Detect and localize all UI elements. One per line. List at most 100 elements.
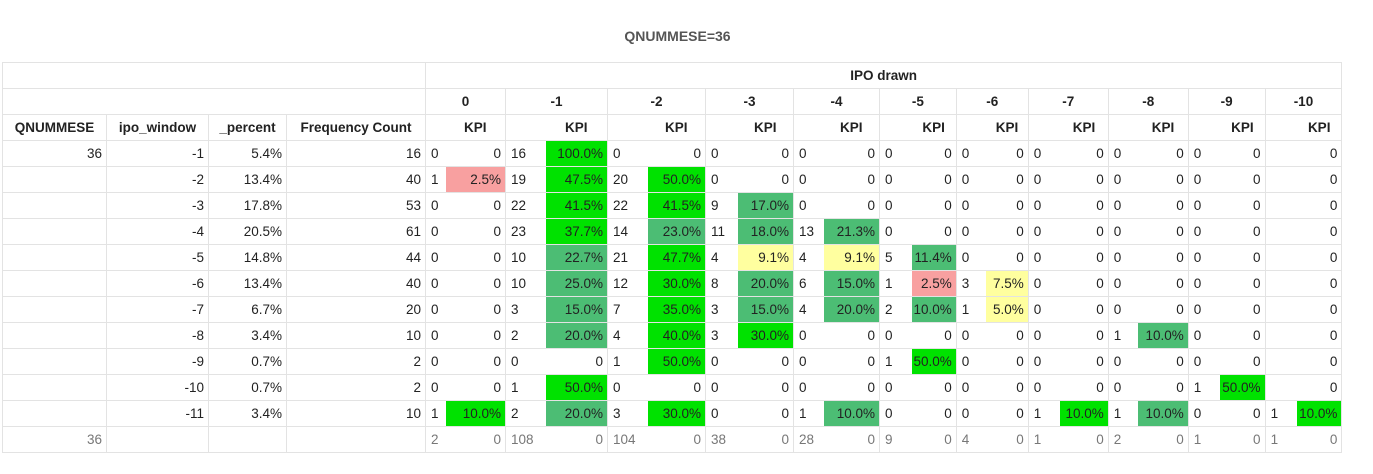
- count-cell: 1: [1107, 322, 1139, 349]
- totals-kpi: 0: [1220, 426, 1266, 453]
- kpi-cell: 50.0%: [545, 374, 608, 401]
- count-cell: 2: [505, 400, 546, 427]
- kpi-cell: 41.5%: [647, 192, 706, 219]
- kpi-cell: 0: [1138, 192, 1189, 219]
- count-cell: 3: [705, 322, 738, 349]
- percent-cell: 20.5%: [208, 218, 287, 245]
- count-cell: 0: [879, 322, 912, 349]
- count-cell: 2: [505, 322, 546, 349]
- count-cell: 1: [1027, 400, 1061, 427]
- count-cell: 23: [505, 218, 546, 245]
- ipo-window-cell: -1: [106, 140, 209, 167]
- kpi-cell: 0: [1220, 218, 1266, 245]
- kpi-cell: 37.7%: [545, 218, 608, 245]
- qnummese-cell: [2, 244, 107, 271]
- count-cell: 0: [1107, 348, 1139, 375]
- kpi-cell: 9.1%: [737, 244, 794, 271]
- kpi-cell: 10.0%: [1297, 400, 1343, 427]
- kpi-cell: 0: [1297, 348, 1343, 375]
- count-cell: 0: [879, 192, 912, 219]
- table-row: -7 6.7% 20 0 0 3 15.0% 7 35.0% 3 15.0% 4 20.0% 2 10.0%…: [2, 296, 1343, 323]
- kpi-cell: 35.0%: [647, 296, 706, 323]
- count-header-blank: [1264, 114, 1298, 141]
- ipo-window-cell: -2: [106, 166, 209, 193]
- qnummese-cell: [2, 374, 107, 401]
- kpi-cell: 18.0%: [737, 218, 794, 245]
- ipo-window-cell: -4: [106, 218, 209, 245]
- kpi-cell: 0: [1138, 218, 1189, 245]
- kpi-cell: 10.0%: [1138, 322, 1189, 349]
- count-cell: 4: [705, 244, 738, 271]
- percent-header: _percent: [208, 114, 287, 141]
- kpi-cell: 0: [823, 166, 880, 193]
- kpi-cell: 47.7%: [647, 244, 706, 271]
- count-cell: 11: [705, 218, 738, 245]
- totals-kpi: 0: [986, 426, 1029, 453]
- kpi-header: KPI: [545, 114, 608, 141]
- count-cell: 1: [607, 348, 648, 375]
- count-cell: 0: [505, 348, 546, 375]
- kpi-cell: 41.5%: [545, 192, 608, 219]
- ipo-window-header: ipo_window: [106, 114, 209, 141]
- count-cell: 19: [505, 166, 546, 193]
- kpi-cell: 0: [1297, 244, 1343, 271]
- header-blank: [2, 88, 426, 115]
- kpi-cell: 0: [1297, 166, 1343, 193]
- totals-blank: [106, 426, 209, 453]
- kpi-cell: 50.0%: [1220, 374, 1266, 401]
- count-cell: 0: [705, 140, 738, 167]
- count-cell: 3: [505, 296, 546, 323]
- kpi-cell: 0: [1138, 296, 1189, 323]
- window-header: -9: [1187, 88, 1266, 115]
- kpi-cell: 0: [823, 322, 880, 349]
- kpi-cell: 20.0%: [545, 322, 608, 349]
- totals-row: 36 2 0 108 0 104 0 38 0 28 0 9 0 4 0 1 0 2 0 1 0 1 0: [2, 426, 1343, 453]
- kpi-cell: 0: [823, 374, 880, 401]
- count-cell: 3: [955, 270, 987, 297]
- count-cell: 0: [425, 322, 446, 349]
- kpi-cell: 0: [1220, 322, 1266, 349]
- kpi-cell: 100.0%: [545, 140, 608, 167]
- kpi-cell: 0: [911, 166, 957, 193]
- count-cell: [1264, 166, 1298, 193]
- totals-kpi: 0: [911, 426, 957, 453]
- count-cell: 10: [505, 244, 546, 271]
- kpi-cell: 0: [986, 400, 1029, 427]
- window-header: -6: [955, 88, 1029, 115]
- kpi-cell: 5.0%: [986, 296, 1029, 323]
- count-cell: 0: [1027, 140, 1061, 167]
- count-cell: 20: [607, 166, 648, 193]
- kpi-cell: 0: [737, 374, 794, 401]
- table-row: -6 13.4% 40 0 0 10 25.0% 12 30.0% 8 20.0% 6 15.0% 1 2.…: [2, 270, 1343, 297]
- totals-blank: [286, 426, 426, 453]
- count-cell: 1: [879, 348, 912, 375]
- qnummese-cell: [2, 218, 107, 245]
- window-header: -7: [1027, 88, 1109, 115]
- count-cell: 0: [955, 348, 987, 375]
- table-row: -4 20.5% 61 0 0 23 37.7% 14 23.0% 11 18.0% 13 21.3% 0…: [2, 218, 1343, 245]
- count-cell: 1: [505, 374, 546, 401]
- kpi-cell: 0: [986, 218, 1029, 245]
- kpi-cell: 10.0%: [911, 296, 957, 323]
- count-cell: 0: [793, 322, 824, 349]
- kpi-cell: 10.0%: [823, 400, 880, 427]
- table-row: -5 14.8% 44 0 0 10 22.7% 21 47.7% 4 9.1% 4 9.1% 5 11.4…: [2, 244, 1343, 271]
- count-cell: 0: [955, 244, 987, 271]
- count-header-blank: [955, 114, 987, 141]
- ipo-window-cell: -8: [106, 322, 209, 349]
- count-cell: 0: [1187, 192, 1221, 219]
- count-cell: [1264, 140, 1298, 167]
- totals-kpi: 0: [1060, 426, 1109, 453]
- kpi-cell: 0: [737, 166, 794, 193]
- count-cell: 0: [425, 348, 446, 375]
- kpi-cell: 0: [1060, 270, 1109, 297]
- kpi-cell: 0: [1138, 348, 1189, 375]
- qnummese-cell: [2, 166, 107, 193]
- percent-cell: 13.4%: [208, 166, 287, 193]
- kpi-header: KPI: [737, 114, 794, 141]
- kpi-cell: 21.3%: [823, 218, 880, 245]
- kpi-cell: 0: [1220, 140, 1266, 167]
- table-row: -11 3.4% 10 1 10.0% 2 20.0% 3 30.0% 0 0 1 10.0% 0 0 0 0 1…: [2, 400, 1343, 427]
- count-cell: 10: [505, 270, 546, 297]
- kpi-cell: 7.5%: [986, 270, 1029, 297]
